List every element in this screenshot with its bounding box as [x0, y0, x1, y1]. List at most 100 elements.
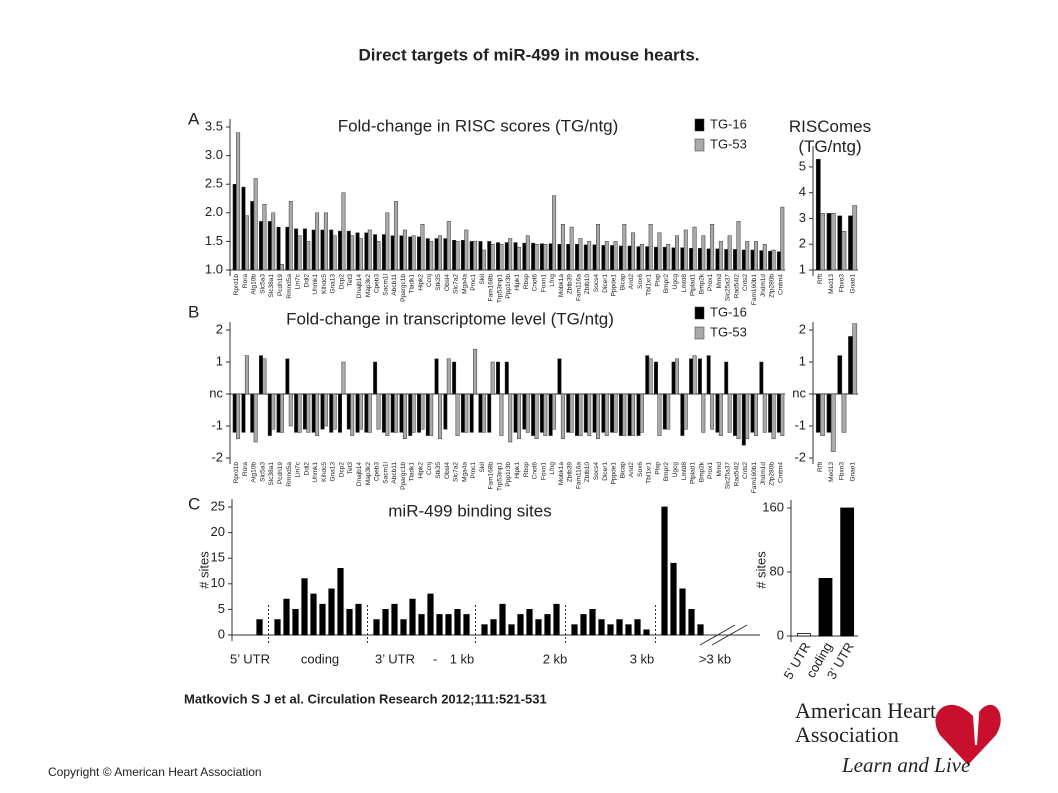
bar: [548, 243, 553, 271]
bar: [253, 393, 258, 443]
bar: [429, 241, 434, 271]
x-tick-label: Rprd1b: [233, 274, 240, 296]
bar: [350, 393, 355, 436]
bar: [701, 235, 706, 271]
bar: [648, 223, 653, 271]
bar: [771, 393, 776, 440]
riscomes-title: RISComes (TG/ntg): [788, 117, 872, 156]
bar: [741, 249, 746, 271]
x-tick-label: Ppargc1b: [400, 462, 407, 490]
x-tick-label: Prox1: [707, 462, 714, 479]
x-tick-label: Dicer1: [602, 462, 609, 481]
bar: [337, 568, 344, 636]
x-tick-label: Slc38a1: [268, 274, 275, 298]
bar: [552, 195, 557, 271]
bar: [338, 393, 342, 433]
bar: [566, 244, 571, 271]
bar: [320, 393, 325, 430]
bar: [496, 242, 500, 271]
x-tick-label: Lin7c: [295, 273, 302, 289]
bar: [622, 223, 627, 271]
bar: [643, 629, 650, 636]
bar: [759, 361, 764, 395]
bar: [285, 358, 290, 395]
x-tick-label: Slc5a3: [259, 274, 266, 294]
bar: [481, 624, 488, 636]
y-tick-label: 160: [762, 499, 784, 514]
bar: [250, 201, 255, 271]
bar: [425, 238, 430, 271]
bar: [750, 249, 755, 271]
bar: [455, 393, 460, 436]
bar: [310, 593, 317, 636]
x-tick-label: Trp53inp1: [496, 462, 503, 491]
x-tick-label: Prox1: [707, 274, 714, 291]
bar: [280, 264, 284, 271]
bar: [852, 205, 858, 271]
bar: [710, 223, 715, 271]
bar: [381, 393, 386, 433]
bar: [539, 243, 544, 271]
x-tick-label: Zbtb39: [567, 274, 574, 295]
bar: [727, 393, 732, 433]
bar: [727, 235, 732, 271]
logo-tagline: Learn and Live: [841, 753, 970, 777]
bar: [692, 226, 697, 271]
chart-panel: 1 2 3 4 5 Rfft Med13 Fbxo3 Gnao1: [799, 146, 858, 294]
bar: [525, 393, 530, 433]
y-tick-label: 2.0: [205, 204, 223, 219]
y-tick-label: 2.5: [205, 176, 223, 191]
x-tick-label: Cnot6: [532, 462, 539, 480]
logo-torch: [972, 700, 980, 745]
bar: [376, 393, 381, 430]
x-tick-label: Rfft: [817, 462, 824, 472]
bar: [654, 246, 658, 271]
bar: [350, 235, 355, 271]
bar: [469, 393, 474, 433]
bar: [776, 393, 781, 433]
x-tick-label: Foxn1: [540, 274, 547, 292]
y-tick-label: nc: [792, 385, 806, 400]
bar: [618, 393, 623, 436]
bar: [645, 355, 650, 395]
x-tick-label: Zfp280b: [769, 274, 776, 298]
legend-label: TG-16: [710, 304, 747, 319]
bar: [460, 240, 465, 271]
bar: [434, 358, 439, 395]
x-tick-label: Dcp2: [338, 462, 345, 478]
bar: [592, 393, 597, 433]
bar: [359, 238, 363, 271]
x-tick-label: Cnts2: [742, 274, 749, 291]
panel-letter: B: [188, 302, 199, 321]
bar: [671, 361, 676, 395]
bar: [288, 393, 293, 427]
bar: [636, 246, 641, 271]
bar: [718, 393, 723, 436]
bar: [645, 246, 650, 271]
bar: [571, 624, 578, 636]
bar: [434, 238, 439, 271]
x-tick-label: Pmc1: [470, 462, 477, 479]
legend-swatch: [694, 306, 705, 320]
x-tick-label: Pppde1: [611, 274, 618, 297]
bar: [820, 213, 825, 271]
bar: [417, 236, 421, 271]
bar: [830, 393, 836, 452]
bar: [427, 593, 434, 636]
bar: [443, 393, 448, 430]
x-tick-label: Gnao1: [849, 274, 856, 294]
bar: [736, 221, 741, 271]
logo-flame: [968, 687, 981, 700]
bar: [478, 393, 483, 433]
chart-panel: 1.0 1.5 2.0 2.5 3.0 3.5 A Fold-change in RISC s…: [188, 109, 785, 305]
bar: [399, 393, 404, 433]
y-tick-label: -2: [794, 449, 806, 464]
y-tick-label: -2: [211, 449, 223, 464]
bar: [473, 348, 478, 395]
x-tick-label: Pcdh19: [277, 462, 284, 484]
bar: [319, 603, 326, 636]
bar: [745, 241, 750, 271]
bar: [420, 223, 425, 271]
bar: [376, 241, 381, 271]
legend-label: TG-16: [710, 116, 747, 131]
